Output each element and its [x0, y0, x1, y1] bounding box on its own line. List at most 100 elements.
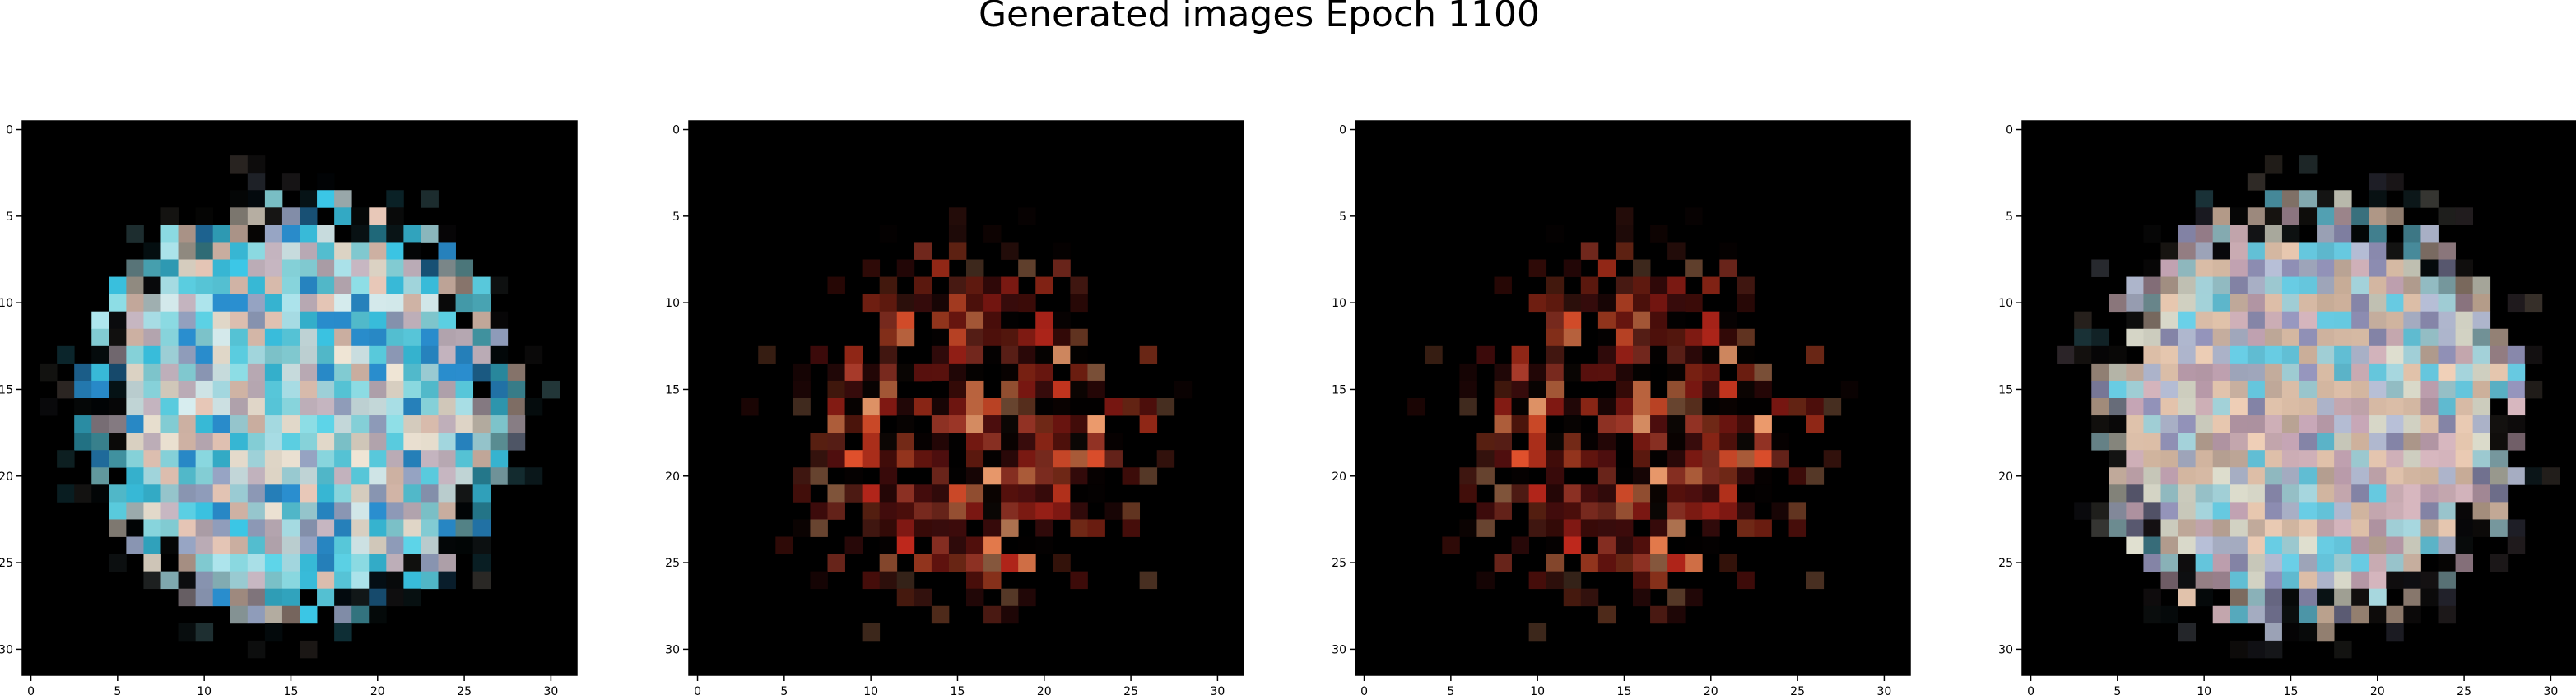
image-pixel — [1719, 328, 1737, 347]
image-pixel — [2143, 345, 2161, 364]
image-pixel — [2160, 484, 2178, 503]
image-pixel — [1459, 363, 1477, 382]
image-pixel — [1771, 398, 1789, 416]
image-pixel — [2317, 605, 2335, 624]
image-pixel — [421, 345, 439, 364]
image-pixel — [2281, 242, 2300, 260]
image-pixel — [2299, 207, 2318, 225]
image-pixel — [2195, 536, 2214, 554]
image-pixel — [1053, 502, 1071, 520]
image-pixel — [2264, 588, 2283, 607]
image-pixel — [2264, 242, 2283, 260]
image-pixel — [1754, 484, 1772, 503]
image-pixel — [403, 380, 421, 399]
image-pixel — [1633, 467, 1651, 485]
image-pixel — [300, 225, 318, 243]
image-pixel — [1035, 380, 1053, 399]
image-pixel — [126, 328, 144, 347]
image-pixel — [2438, 433, 2456, 451]
image-pixel — [1070, 415, 1088, 433]
image-pixel — [2160, 276, 2178, 295]
image-pixel — [334, 363, 352, 382]
image-pixel — [2403, 398, 2421, 416]
image-pixel — [1580, 450, 1599, 468]
image-pixel — [2195, 207, 2214, 225]
image-pixel — [369, 242, 387, 260]
image-pixel — [1615, 554, 1634, 572]
image-pixel — [2160, 415, 2178, 433]
image-pixel — [1667, 519, 1686, 537]
image-pixel — [2247, 588, 2266, 607]
image-pixel — [109, 502, 127, 520]
image-pixel — [2369, 259, 2387, 277]
image-pixel — [2143, 276, 2161, 295]
image-pixel — [1771, 450, 1789, 468]
image-pixel — [1087, 433, 1105, 451]
image-pixel — [931, 467, 950, 485]
image-pixel — [143, 554, 161, 572]
image-pixel — [827, 484, 845, 503]
image-pixel — [879, 554, 898, 572]
image-pixel — [143, 450, 161, 468]
image-pixel — [2455, 398, 2474, 416]
image-pixel — [2455, 380, 2474, 399]
image-pixel — [2438, 294, 2456, 313]
image-pixel — [2160, 502, 2178, 520]
image-pixel — [109, 554, 127, 572]
image-pixel — [281, 571, 300, 590]
image-pixel — [421, 536, 439, 554]
image-pixel — [1476, 345, 1495, 364]
image-pixel — [2299, 398, 2318, 416]
image-pixel — [351, 311, 370, 330]
image-pixel — [472, 467, 491, 485]
image-pixel — [109, 311, 127, 330]
image-pixel — [212, 328, 231, 347]
image-pixel — [2247, 640, 2266, 659]
image-pixels — [1407, 207, 1859, 642]
image-pixel — [438, 328, 456, 347]
image-pixel — [2351, 536, 2369, 554]
image-pixel — [247, 328, 266, 347]
image-pixel — [2281, 605, 2300, 624]
image-pixel — [281, 380, 300, 399]
image-pixel — [2334, 380, 2352, 399]
image-pixel — [1685, 380, 1703, 399]
image-pixel — [300, 605, 318, 624]
image-pixel — [2247, 345, 2266, 364]
image-pixel — [1563, 398, 1582, 416]
image-pixel — [931, 502, 950, 520]
y-tick-label: 20 — [665, 470, 680, 484]
image-pixel — [178, 519, 197, 537]
image-pixel — [403, 519, 421, 537]
x-tick-label: 30 — [543, 685, 558, 695]
image-pixel — [300, 242, 318, 260]
image-pixel — [879, 294, 898, 313]
image-pixel — [1615, 294, 1634, 313]
image-pixel — [2507, 467, 2526, 485]
image-pixel — [983, 467, 1002, 485]
image-pixel — [317, 467, 335, 485]
image-pixel — [1685, 450, 1703, 468]
image-pixel — [2126, 450, 2144, 468]
image-pixel — [1018, 450, 1036, 468]
image-pixel — [2281, 190, 2300, 208]
image-pixel — [2264, 363, 2283, 382]
image-pixel — [2143, 450, 2161, 468]
image-pixel — [230, 415, 249, 433]
image-pixel — [2178, 519, 2197, 537]
image-pixel — [281, 398, 300, 416]
image-pixel — [2299, 363, 2318, 382]
image-pixel — [57, 380, 75, 399]
image-pixel — [2143, 605, 2161, 624]
image-pixel — [1459, 467, 1477, 485]
image-pixel — [2074, 311, 2092, 330]
image-pixel — [1494, 380, 1512, 399]
image-pixel — [2455, 345, 2474, 364]
image-pixel — [983, 328, 1002, 347]
image-pixel — [2212, 484, 2231, 503]
image-pixel — [2143, 415, 2161, 433]
x-tick-label: 25 — [1123, 685, 1138, 695]
image-pixel — [212, 588, 231, 607]
image-pixel — [2369, 502, 2387, 520]
image-pixel — [91, 433, 109, 451]
